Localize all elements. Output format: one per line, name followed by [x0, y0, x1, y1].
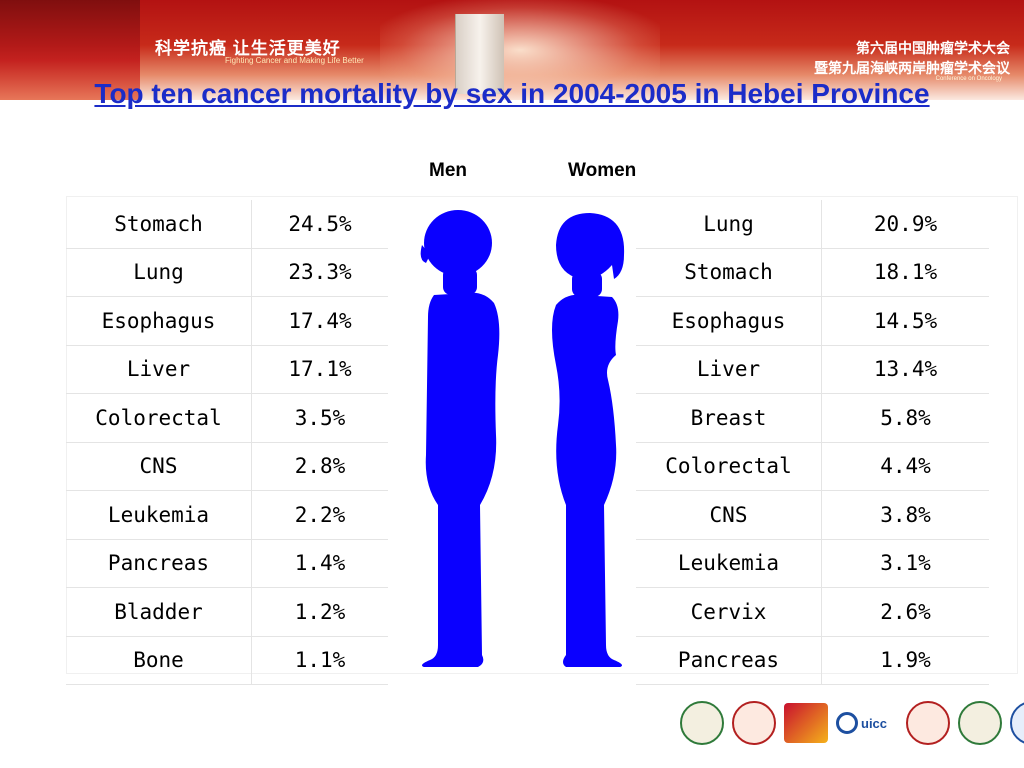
banner-glow	[380, 0, 660, 100]
building-graphic	[455, 14, 504, 94]
men-mortality-rate: 3.5%	[251, 393, 388, 443]
table-row: Esophagus 14.5%	[636, 296, 989, 346]
men-cancer-name: Leukemia	[66, 490, 252, 540]
men-mortality-rate: 2.2%	[251, 490, 388, 540]
men-cancer-name: Stomach	[66, 200, 252, 249]
table-row: Pancreas 1.9%	[636, 636, 989, 685]
women-mortality-rate: 13.4%	[821, 345, 989, 394]
table-row: CNS 3.8%	[636, 490, 989, 540]
association-logo-icon	[784, 703, 828, 743]
table-row: Breast 5.8%	[636, 393, 989, 443]
pavilion-graphic	[0, 0, 140, 100]
women-cancer-name: Breast	[636, 393, 822, 443]
women-mortality-rate: 2.6%	[821, 587, 989, 637]
women-cancer-name: CNS	[636, 490, 822, 540]
university-logo-icon	[906, 701, 950, 745]
table-row: Liver 13.4%	[636, 345, 989, 394]
men-mortality-rate: 24.5%	[251, 200, 388, 249]
women-mortality-rate: 5.8%	[821, 393, 989, 443]
silhouettes	[420, 210, 625, 667]
men-mortality-rate: 23.3%	[251, 248, 388, 297]
men-mortality-rate: 17.1%	[251, 345, 388, 394]
conference-title-2: 暨第九届海峡两岸肿瘤学术会议	[814, 60, 1010, 76]
banner-slogan: 科学抗癌 让生活更美好	[155, 39, 341, 58]
uicc-ring-icon	[836, 712, 858, 734]
men-mortality-table: Stomach 24.5% Lung 23.3% Esophagus 17.4% Liver…	[66, 200, 388, 685]
table-row: Leukemia 3.1%	[636, 539, 989, 588]
women-mortality-table: Lung 20.9% Stomach 18.1% Esophagus 14.5% Liver…	[636, 200, 989, 685]
men-cancer-name: Esophagus	[66, 296, 252, 346]
men-cancer-name: Lung	[66, 248, 252, 297]
table-row: Leukemia 2.2%	[66, 490, 388, 540]
men-cancer-name: Colorectal	[66, 393, 252, 443]
hospital-logo-icon	[958, 701, 1002, 745]
man-silhouette-icon	[420, 210, 500, 667]
table-row: Pancreas 1.4%	[66, 539, 388, 588]
women-cancer-name: Cervix	[636, 587, 822, 637]
table-row: Bone 1.1%	[66, 636, 388, 685]
uicc-label: uicc	[861, 715, 888, 731]
table-row: Esophagus 17.4%	[66, 296, 388, 346]
women-mortality-rate: 14.5%	[821, 296, 989, 346]
women-mortality-rate: 1.9%	[821, 636, 989, 685]
society-logo-1-icon	[680, 701, 724, 745]
women-cancer-name: Lung	[636, 200, 822, 249]
women-mortality-rate: 3.1%	[821, 539, 989, 588]
men-cancer-name: Bladder	[66, 587, 252, 637]
uicc-logo: uicc	[836, 703, 898, 743]
women-cancer-name: Liver	[636, 345, 822, 394]
men-cancer-name: Bone	[66, 636, 252, 685]
men-cancer-name: CNS	[66, 442, 252, 491]
women-cancer-name: Stomach	[636, 248, 822, 297]
conference-title-1: 第六届中国肿瘤学术大会	[856, 40, 1010, 56]
women-mortality-rate: 18.1%	[821, 248, 989, 297]
women-cancer-name: Colorectal	[636, 442, 822, 491]
women-header: Women	[568, 160, 637, 181]
table-row: Lung 20.9%	[636, 200, 989, 249]
women-mortality-rate: 4.4%	[821, 442, 989, 491]
woman-silhouette-icon	[552, 213, 625, 667]
women-cancer-name: Leukemia	[636, 539, 822, 588]
table-row: Colorectal 4.4%	[636, 442, 989, 491]
table-row: Stomach 24.5%	[66, 200, 388, 249]
men-cancer-name: Pancreas	[66, 539, 252, 588]
banner-slogan-en: Fighting Cancer and Making Life Better	[225, 56, 364, 65]
table-row: Colorectal 3.5%	[66, 393, 388, 443]
men-mortality-rate: 1.1%	[251, 636, 388, 685]
men-mortality-rate: 2.8%	[251, 442, 388, 491]
table-row: Bladder 1.2%	[66, 587, 388, 637]
table-row: Liver 17.1%	[66, 345, 388, 394]
women-cancer-name: Pancreas	[636, 636, 822, 685]
men-mortality-rate: 1.4%	[251, 539, 388, 588]
men-header: Men	[429, 160, 467, 181]
table-row: Cervix 2.6%	[636, 587, 989, 637]
slide-title: Top ten cancer mortality by sex in 2004-…	[94, 78, 930, 109]
men-mortality-rate: 17.4%	[251, 296, 388, 346]
footer-logos: uicc	[680, 700, 1024, 746]
society-logo-2-icon	[732, 701, 776, 745]
men-mortality-rate: 1.2%	[251, 587, 388, 637]
men-cancer-name: Liver	[66, 345, 252, 394]
women-cancer-name: Esophagus	[636, 296, 822, 346]
table-row: Stomach 18.1%	[636, 248, 989, 297]
table-row: Lung 23.3%	[66, 248, 388, 297]
institute-logo-icon	[1010, 701, 1024, 745]
conference-title-en: Conference on Oncology	[935, 76, 1002, 82]
women-mortality-rate: 20.9%	[821, 200, 989, 249]
women-mortality-rate: 3.8%	[821, 490, 989, 540]
table-row: CNS 2.8%	[66, 442, 388, 491]
